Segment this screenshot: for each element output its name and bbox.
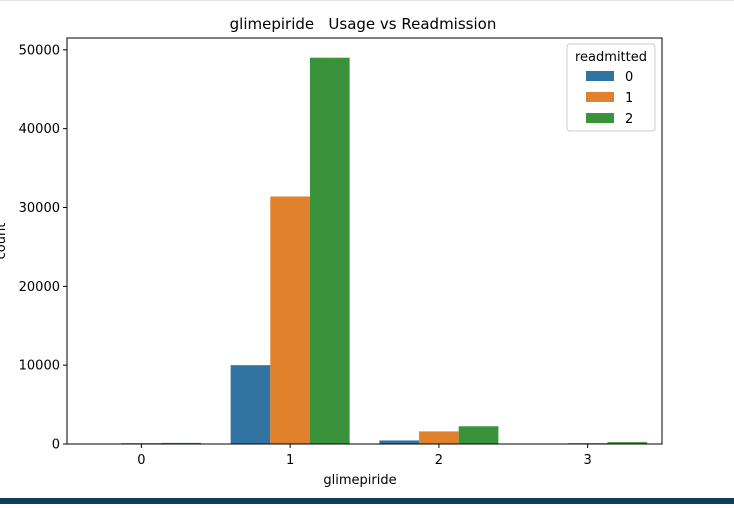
y-tick-label: 10000 <box>19 359 60 374</box>
x-tick-label: 2 <box>435 453 443 468</box>
bar-series-1-cat-2 <box>419 431 459 444</box>
x-axis-label: glimepiride <box>323 473 396 488</box>
chart-title: glimepiride Usage vs Readmission <box>230 15 497 33</box>
bars-group <box>82 58 647 444</box>
y-axis-label: count <box>0 223 9 260</box>
bar-series-2-cat-2 <box>459 426 499 444</box>
x-tick-label: 0 <box>137 453 145 468</box>
legend-swatch-1 <box>586 92 614 102</box>
bar-series-0-cat-1 <box>231 365 271 444</box>
y-tick-label: 30000 <box>19 201 60 216</box>
legend-label-2: 2 <box>625 112 633 127</box>
legend-label-1: 1 <box>625 91 633 106</box>
x-tick-label: 1 <box>286 453 294 468</box>
y-tick-label: 40000 <box>19 122 60 137</box>
bar-series-1-cat-1 <box>270 196 310 444</box>
legend-label-0: 0 <box>625 70 633 85</box>
legend-swatch-0 <box>586 71 614 81</box>
y-tick-label: 50000 <box>19 43 60 58</box>
bar-series-0-cat-2 <box>379 440 419 444</box>
x-axis: 0 1 2 3 <box>137 444 592 468</box>
top-border <box>0 0 734 1</box>
y-tick-label: 0 <box>52 438 60 453</box>
x-tick-label: 3 <box>583 453 591 468</box>
bar-series-2-cat-1 <box>310 58 350 444</box>
y-tick-label: 20000 <box>19 280 60 295</box>
legend-swatch-2 <box>586 113 614 123</box>
legend-title: readmitted <box>575 50 647 65</box>
legend: readmitted 0 1 2 <box>567 44 655 131</box>
window-bottom-strip <box>0 498 734 504</box>
y-axis: 0 10000 20000 30000 40000 50000 <box>19 43 67 452</box>
